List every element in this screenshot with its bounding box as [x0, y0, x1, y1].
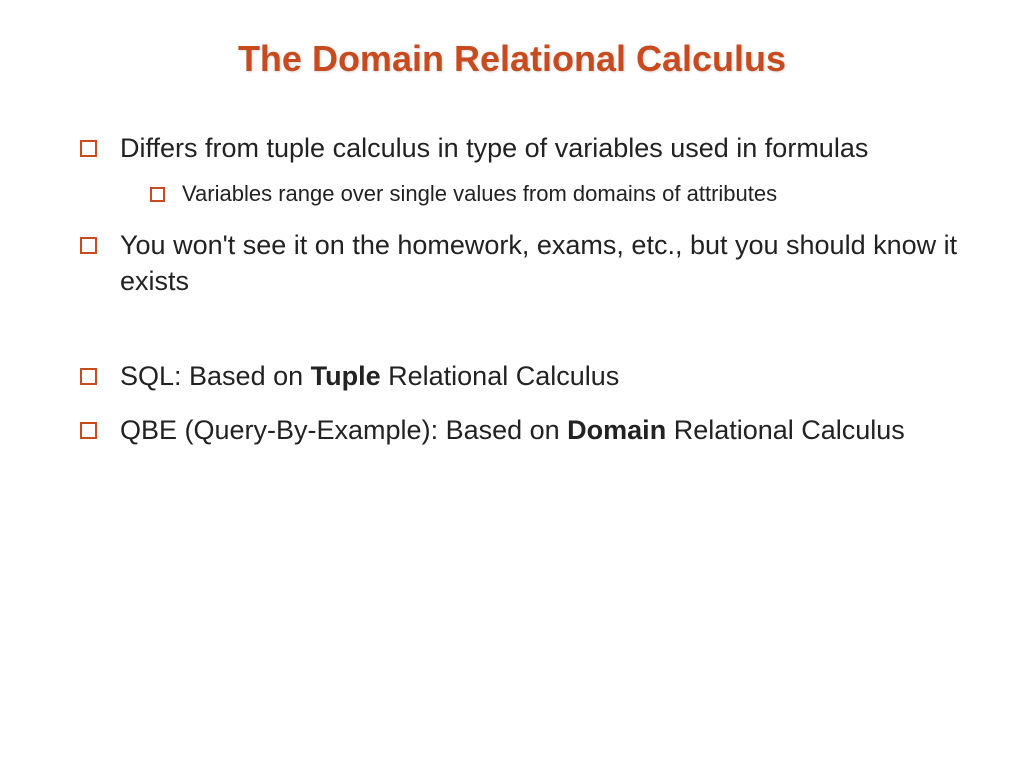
- bullet-text-part: Relational Calculus: [381, 361, 620, 391]
- bullet-text-part: Relational Calculus: [666, 415, 905, 445]
- bullet-item: SQL: Based on Tuple Relational Calculus: [80, 358, 964, 394]
- bullet-list: Differs from tuple calculus in type of v…: [60, 130, 964, 449]
- bullet-text-part: SQL: Based on: [120, 361, 311, 391]
- slide-title: The Domain Relational Calculus: [60, 38, 964, 80]
- bullet-spacer: [80, 318, 964, 358]
- sub-list: Variables range over single values from …: [120, 180, 964, 209]
- bullet-item: Differs from tuple calculus in type of v…: [80, 130, 964, 209]
- sub-bullet-item: Variables range over single values from …: [150, 180, 964, 209]
- bullet-text-part: QBE (Query-By-Example): Based on: [120, 415, 567, 445]
- bullet-item: You won't see it on the homework, exams,…: [80, 227, 964, 300]
- bullet-text-part: Domain: [567, 415, 666, 445]
- bullet-item: QBE (Query-By-Example): Based on Domain …: [80, 412, 964, 448]
- bullet-text-part: Tuple: [311, 361, 381, 391]
